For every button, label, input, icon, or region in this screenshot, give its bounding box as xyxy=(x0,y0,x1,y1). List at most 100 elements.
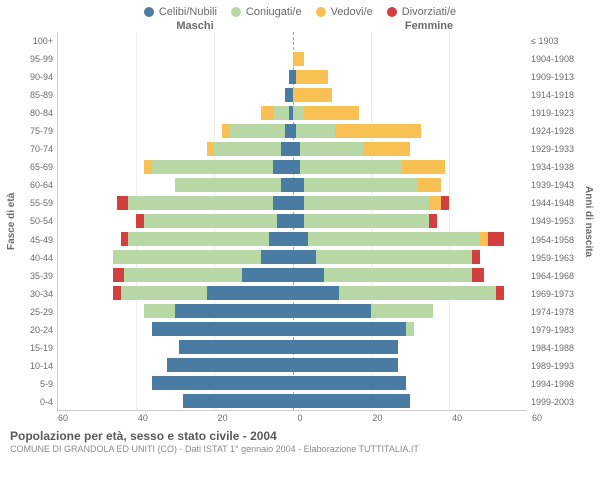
age-band-label: 45-49 xyxy=(19,231,53,249)
birth-year-label: 1999-2003 xyxy=(531,393,581,411)
y-right-labels: ≤ 19031904-19081909-19131914-19181919-19… xyxy=(527,32,581,411)
bar-male xyxy=(58,304,293,318)
bar-segment xyxy=(144,160,152,174)
table-row xyxy=(58,32,527,50)
x-tick-label: 20 xyxy=(218,413,228,423)
gender-right: Femmine xyxy=(312,20,546,32)
bar-segment xyxy=(175,178,281,192)
bar-segment xyxy=(293,142,301,156)
bar-segment xyxy=(214,142,280,156)
plot-area xyxy=(57,32,527,411)
bar-female xyxy=(293,142,528,156)
bar-segment xyxy=(480,232,488,246)
legend-label: Divorziati/e xyxy=(402,6,456,18)
bar-female xyxy=(293,376,528,390)
birth-year-label: 1929-1933 xyxy=(531,140,581,158)
bar-segment xyxy=(183,394,292,408)
birth-year-label: ≤ 1903 xyxy=(531,32,581,50)
table-row xyxy=(58,212,527,230)
y-left-labels: 100+95-9990-9485-8980-8475-7970-7465-696… xyxy=(19,32,57,411)
bar-segment xyxy=(261,106,273,120)
x-tick-label: 40 xyxy=(138,413,148,423)
bar-segment xyxy=(167,358,292,372)
birth-year-label: 1959-1963 xyxy=(531,249,581,267)
bar-female xyxy=(293,88,528,102)
bar-male xyxy=(58,70,293,84)
age-band-label: 5-9 xyxy=(19,375,53,393)
bar-segment xyxy=(293,106,305,120)
bar-segment xyxy=(293,322,406,336)
bar-segment xyxy=(300,160,402,174)
bar-female xyxy=(293,250,528,264)
table-row xyxy=(58,104,527,122)
bar-male xyxy=(58,232,293,246)
footer: Popolazione per età, sesso e stato civil… xyxy=(0,423,600,454)
bar-segment xyxy=(371,304,434,318)
legend-label: Celibi/Nubili xyxy=(159,6,217,18)
bar-segment xyxy=(152,160,273,174)
table-row xyxy=(58,392,527,410)
bar-segment xyxy=(300,142,363,156)
bar-male xyxy=(58,160,293,174)
bar-segment xyxy=(293,88,332,102)
bar-segment xyxy=(113,268,125,282)
bar-female xyxy=(293,322,528,336)
birth-year-label: 1994-1998 xyxy=(531,375,581,393)
bar-segment xyxy=(113,286,121,300)
bar-female xyxy=(293,124,528,138)
bar-segment xyxy=(293,250,316,264)
bar-segment xyxy=(293,52,305,66)
birth-year-label: 1954-1958 xyxy=(531,231,581,249)
bar-segment xyxy=(121,286,207,300)
age-band-label: 90-94 xyxy=(19,68,53,86)
bar-segment xyxy=(441,196,449,210)
bar-segment xyxy=(128,232,269,246)
birth-year-label: 1939-1943 xyxy=(531,176,581,194)
birth-year-label: 1904-1908 xyxy=(531,50,581,68)
table-row xyxy=(58,86,527,104)
bar-female xyxy=(293,286,528,300)
bar-segment xyxy=(429,196,441,210)
bar-female xyxy=(293,106,528,120)
birth-year-label: 1919-1923 xyxy=(531,104,581,122)
bar-segment xyxy=(269,232,292,246)
bar-male xyxy=(58,34,293,48)
age-band-label: 10-14 xyxy=(19,357,53,375)
table-row xyxy=(58,248,527,266)
bar-segment xyxy=(293,394,410,408)
table-row xyxy=(58,158,527,176)
bar-segment xyxy=(179,340,292,354)
bar-segment xyxy=(281,142,293,156)
age-band-label: 35-39 xyxy=(19,267,53,285)
bar-segment xyxy=(293,304,371,318)
bar-segment xyxy=(124,268,241,282)
age-band-label: 85-89 xyxy=(19,86,53,104)
x-tick-label: 40 xyxy=(452,413,462,423)
gender-header: Maschi Femmine xyxy=(0,20,600,32)
bar-segment xyxy=(293,376,406,390)
bar-segment xyxy=(293,232,309,246)
bar-segment xyxy=(285,124,293,138)
legend-label: Coniugati/e xyxy=(246,6,302,18)
legend-dot xyxy=(231,7,241,17)
bar-segment xyxy=(339,286,495,300)
bar-segment xyxy=(304,214,429,228)
table-row xyxy=(58,68,527,86)
legend-item: Coniugati/e xyxy=(231,6,302,18)
bar-female xyxy=(293,34,528,48)
birth-year-label: 1924-1928 xyxy=(531,122,581,140)
bar-male xyxy=(58,178,293,192)
gender-left: Maschi xyxy=(78,20,312,32)
age-band-label: 0-4 xyxy=(19,393,53,411)
bar-male xyxy=(58,322,293,336)
bar-segment xyxy=(152,322,293,336)
legend: Celibi/NubiliConiugati/eVedovi/eDivorzia… xyxy=(0,0,600,20)
bar-male xyxy=(58,88,293,102)
bar-segment xyxy=(207,142,215,156)
bar-segment xyxy=(207,286,293,300)
bar-segment xyxy=(418,178,441,192)
table-row xyxy=(58,320,527,338)
bar-segment xyxy=(335,124,421,138)
bar-segment xyxy=(293,160,301,174)
bar-female xyxy=(293,268,528,282)
